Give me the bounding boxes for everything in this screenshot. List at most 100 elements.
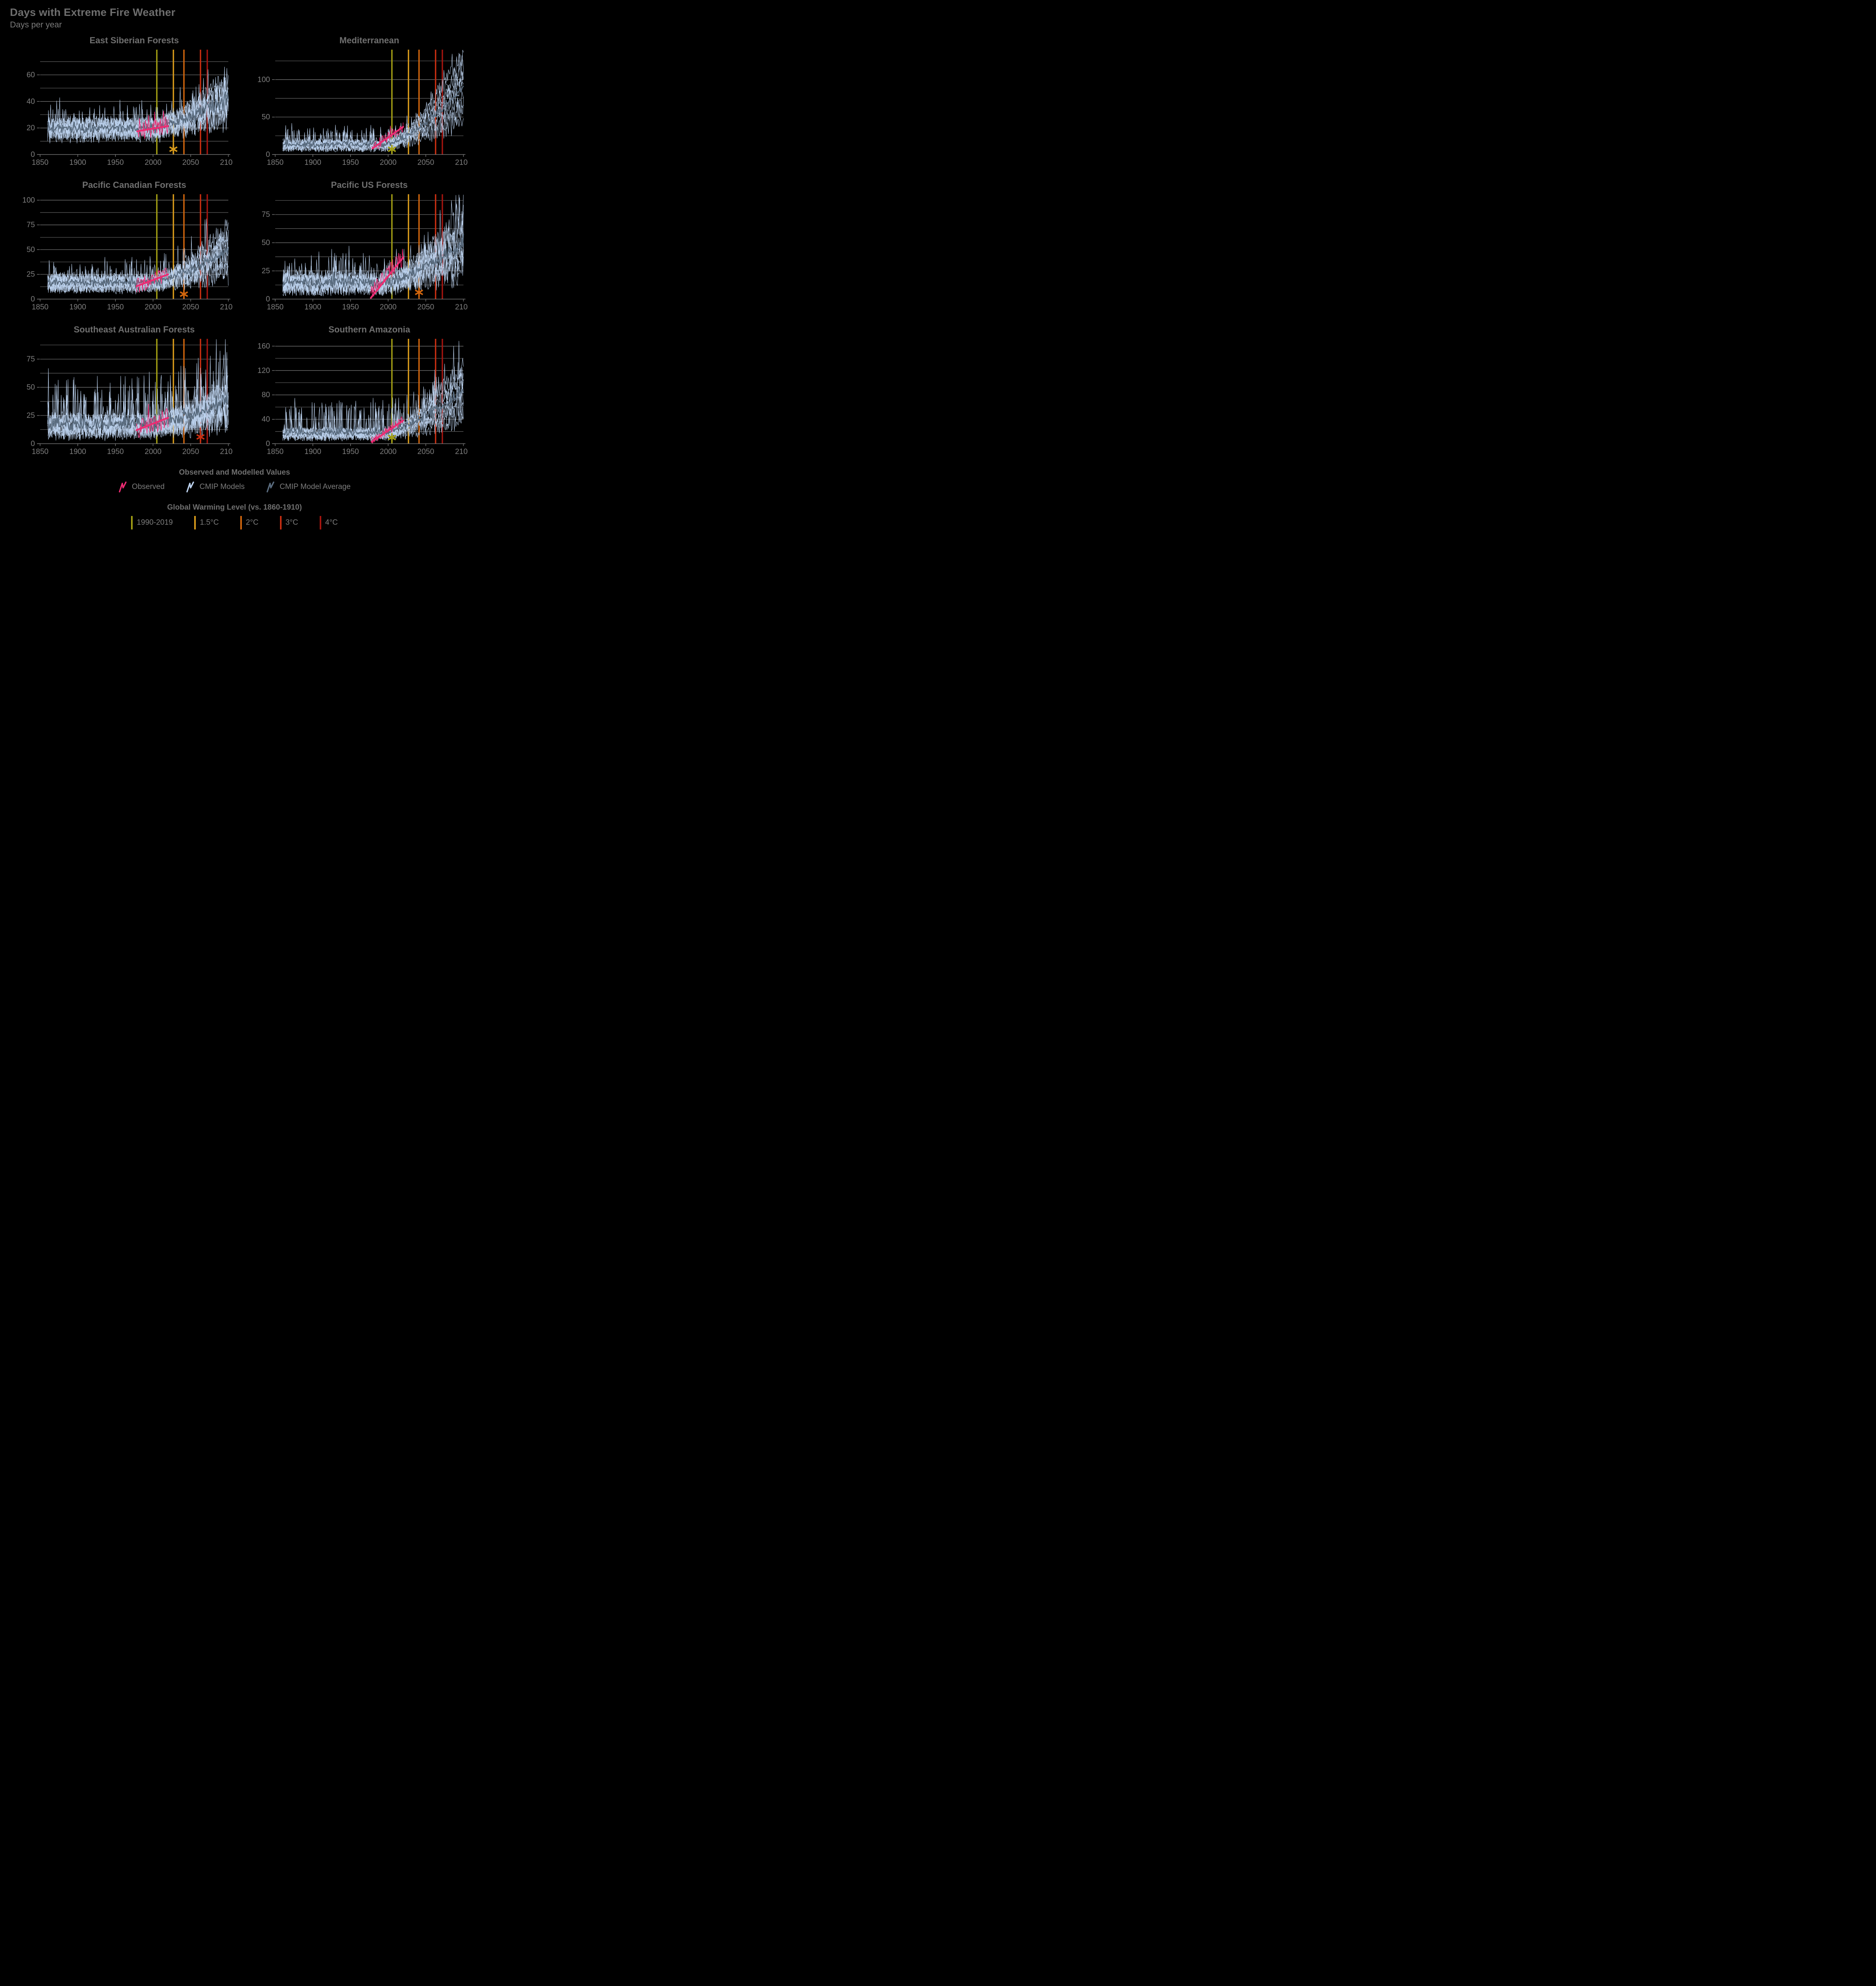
x-tick-label: 1950 [107, 158, 124, 167]
panel-title: Southeast Australian Forests [73, 325, 195, 334]
panel-title: Southern Amazonia [328, 325, 410, 334]
x-tick-label: 2050 [182, 303, 199, 311]
x-tick-label: 1900 [305, 158, 321, 167]
x-tick-label: 2050 [417, 303, 434, 311]
warming-item-4c: 4°C [319, 516, 338, 529]
cmip-model-line [47, 339, 229, 439]
legend-label-cmip-models: CMIP Models [199, 483, 245, 491]
warming-label-1-5c: 1.5°C [200, 518, 219, 527]
y-tick-label: 100 [22, 196, 35, 205]
warming-line-swatch [280, 516, 282, 529]
x-tick-label: 1950 [107, 448, 124, 456]
marker-asterisk [196, 434, 205, 440]
y-tick-label: 0 [266, 151, 270, 159]
x-tick-label: 2050 [182, 448, 199, 456]
panel-southeast-australian-forests: Southeast Australian Forests 1850 1900 195… [3, 325, 233, 460]
x-tick-label: 2000 [145, 448, 161, 456]
page-subtitle: Days per year [10, 20, 62, 29]
x-tick-label: 1850 [267, 158, 284, 167]
y-tick-label: 20 [27, 124, 35, 132]
panel-title: Mediterranean [339, 35, 400, 45]
y-tick-label: 75 [262, 211, 270, 219]
legend-observed-modelled: Observed and Modelled Values Observed CM… [0, 468, 469, 493]
observed-line [136, 267, 168, 293]
y-tick-label: 0 [31, 295, 35, 303]
cmip-average-line [282, 85, 464, 148]
x-tick-label: 1850 [32, 303, 48, 311]
warming-label-1990-2019: 1990-2019 [137, 518, 173, 527]
cmip-models-line-icon [186, 481, 195, 493]
cmip-model-line [47, 247, 229, 293]
x-tick-label: 1900 [69, 303, 86, 311]
y-tick-label: 25 [27, 411, 35, 420]
warming-item-3c: 3°C [280, 516, 298, 529]
y-tick-label: 80 [262, 391, 270, 399]
observed-trend-line [371, 419, 404, 443]
y-tick-label: 50 [262, 239, 270, 247]
x-tick-label: 1850 [267, 303, 284, 311]
marker-asterisk [388, 146, 396, 152]
warming-item-1990-2019: 1990-2019 [131, 516, 173, 529]
y-tick-label: 25 [27, 270, 35, 279]
observed-trend-line [371, 126, 404, 150]
legend-label-cmip-average: CMIP Model Average [280, 483, 351, 491]
observed-trend-line [136, 125, 169, 132]
cmip-average-line-icon [266, 481, 274, 493]
x-tick-label: 1950 [107, 303, 124, 311]
legend-item-cmip-average: CMIP Model Average [266, 481, 351, 493]
x-tick-label: 1950 [342, 303, 359, 311]
page-title: Days with Extreme Fire Weather [10, 6, 176, 18]
x-tick-label: 2000 [145, 303, 161, 311]
observed-trend-line [135, 417, 169, 431]
x-tick-label: 1900 [69, 448, 86, 456]
x-tick-label: 1900 [69, 158, 86, 167]
cmip-average-line [47, 247, 229, 289]
marker-asterisk [179, 291, 188, 297]
marker-asterisk [388, 435, 396, 440]
legend-item-cmip-models: CMIP Models [186, 481, 245, 493]
warming-line-swatch [131, 516, 133, 529]
panel-pacific-canadian-forests: Pacific Canadian Forests 1850 1900 1950 200… [3, 180, 233, 315]
x-tick-label: 1850 [32, 448, 48, 456]
fire-weather-figure: { "page": { "title": "Days with Extreme … [0, 0, 469, 563]
y-tick-label: 0 [31, 151, 35, 159]
legend-title: Observed and Modelled Values [179, 468, 290, 477]
panel-east-siberian-forests: East Siberian Forests 1850 1900 1950 2000 20… [3, 35, 233, 170]
x-tick-label: 2000 [380, 158, 396, 167]
warming-label-4c: 4°C [325, 518, 338, 527]
warming-item-1-5c: 1.5°C [194, 516, 219, 529]
y-tick-label: 120 [257, 367, 270, 375]
observed-line-icon [119, 481, 127, 493]
cmip-model-line [282, 50, 464, 152]
warming-legend-items: 1990-2019 1.5°C 2°C 3°C 4°C [0, 516, 469, 529]
observed-trend-line [135, 273, 169, 287]
legend-item-observed: Observed [118, 481, 164, 493]
y-tick-label: 60 [27, 71, 35, 79]
y-tick-label: 0 [31, 440, 35, 448]
cmip-model-line [282, 226, 464, 296]
cmip-average-line [47, 91, 229, 133]
cmip-average-line [282, 234, 464, 289]
y-tick-label: 160 [257, 342, 270, 350]
figure-header: Days with Extreme Fire Weather Days per … [0, 0, 469, 30]
x-tick-label: 2050 [417, 448, 434, 456]
legend-warming-levels: Global Warming Level (vs. 1860-1910) 199… [0, 503, 469, 529]
warming-line-swatch [319, 516, 321, 529]
x-tick-label: 1850 [32, 158, 48, 167]
warming-label-3c: 3°C [285, 518, 298, 527]
cmip-model-line [47, 69, 229, 140]
warming-label-2c: 2°C [245, 518, 259, 527]
y-tick-label: 100 [257, 75, 270, 84]
y-tick-label: 40 [262, 415, 270, 424]
y-tick-label: 50 [27, 383, 35, 392]
panel-title: Pacific US Forests [331, 180, 408, 190]
